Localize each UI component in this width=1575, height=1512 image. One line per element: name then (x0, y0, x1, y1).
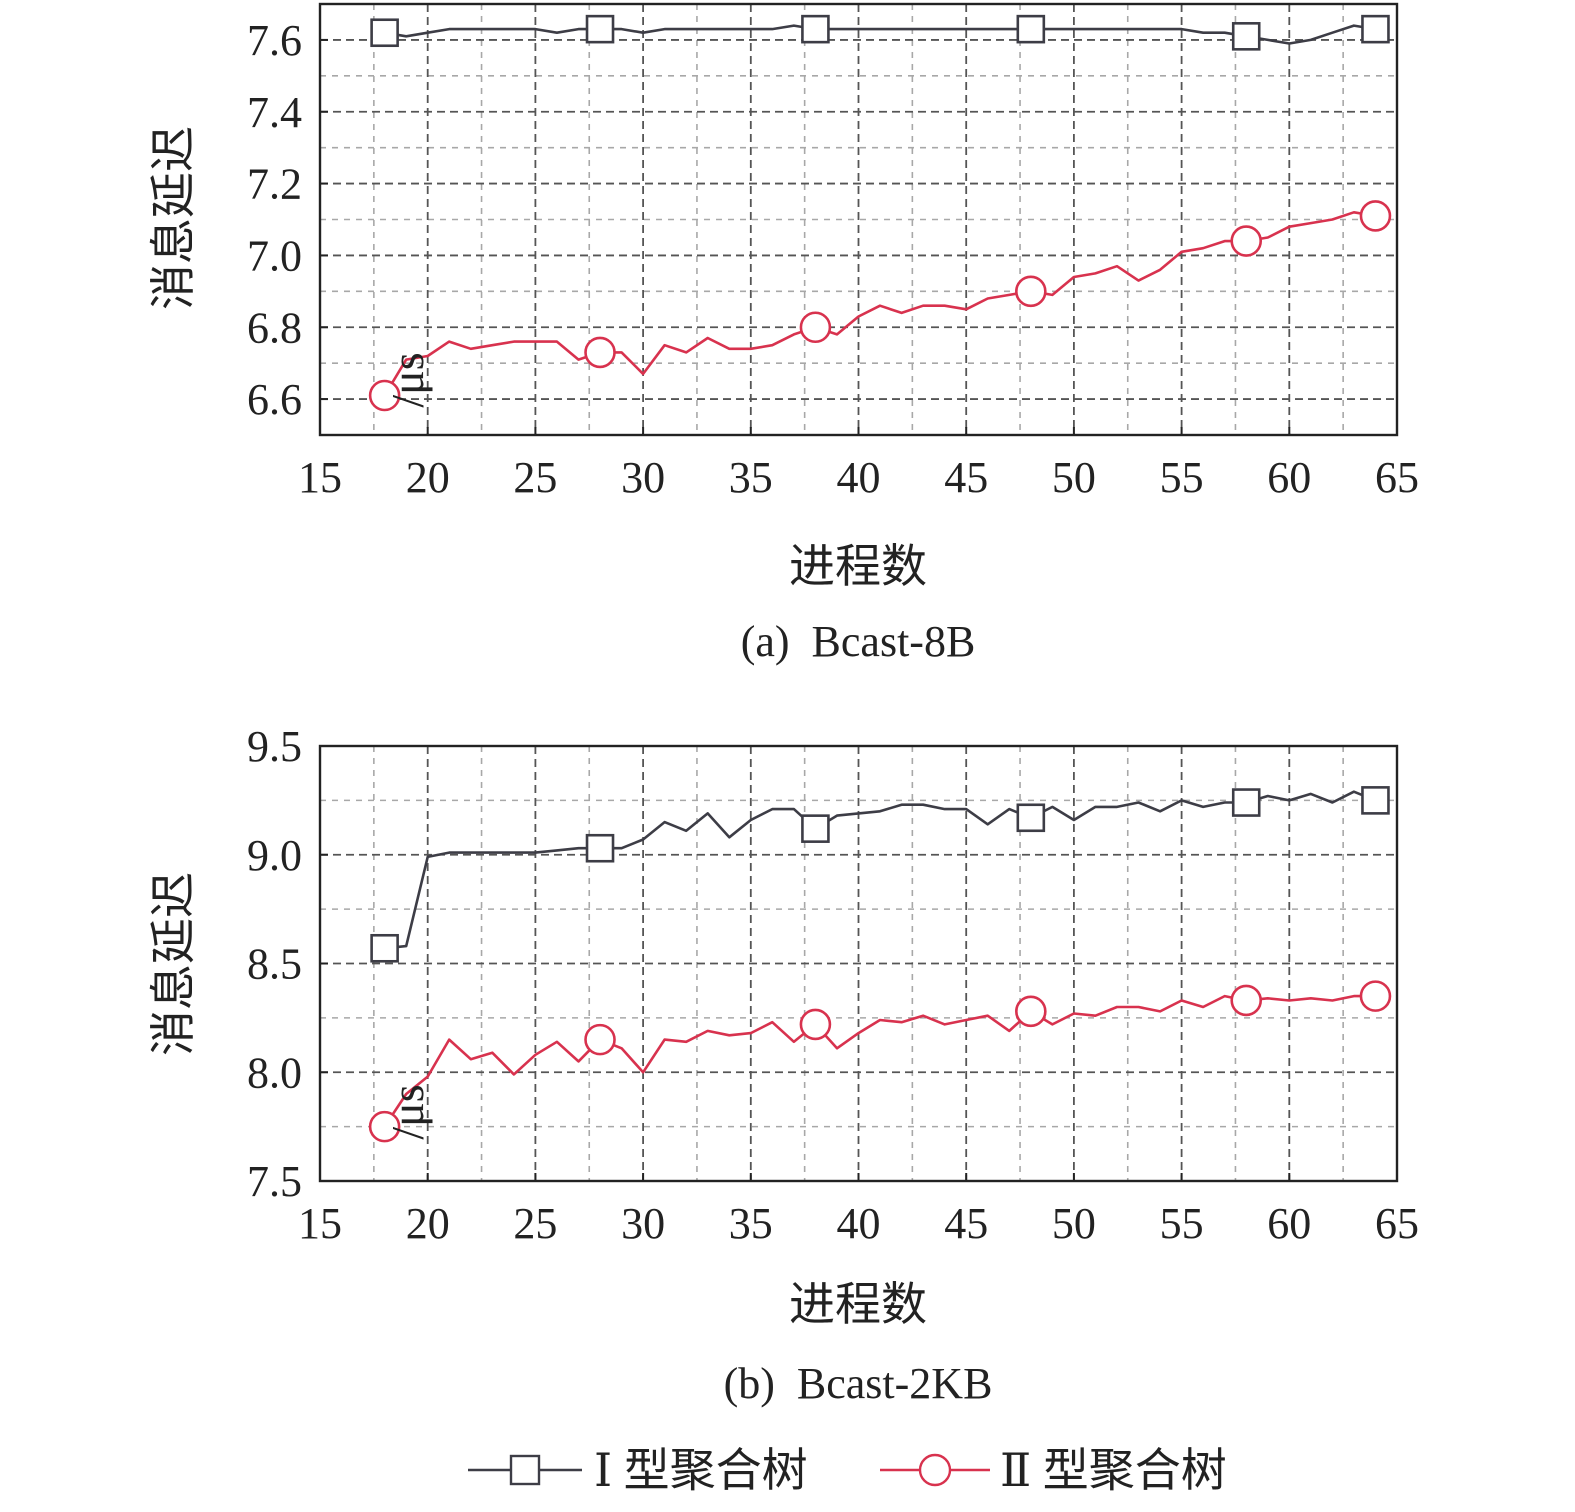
panel-b-chart: 15 20 25 30 35 40 45 50 55 60 65 7.5 8.0 8.5 9.0 9.5 消… (148, 722, 1419, 1408)
panel-b-series-1-square-marker (1361, 786, 1390, 815)
panel-b-markers (368, 786, 1392, 1143)
panel-b-series-2-circle-marker (1230, 984, 1263, 1017)
panel-b-x-tick-label: 20 (406, 1199, 450, 1248)
panel-a-x-ticks: 15 20 25 30 35 40 45 50 55 60 65 (298, 427, 1419, 502)
panel-a-series-1-square-marker (1016, 14, 1046, 44)
panel-a-grid (320, 4, 1397, 435)
panel-a-x-tick-label: 65 (1375, 453, 1419, 502)
panel-a-x-tick-label: 35 (729, 453, 773, 502)
panel-b-x-tick-label: 30 (621, 1199, 665, 1248)
panel-b-y-tick-label: 9.5 (247, 722, 302, 771)
panel-b-series-2-circle-marker (1359, 980, 1392, 1012)
panel-b-series (383, 790, 1376, 1128)
panel-a-series-2-circle-marker (1230, 225, 1263, 257)
panel-a-y-tick-label: 6.8 (247, 303, 302, 352)
panel-a-series-1-square-marker (1361, 14, 1390, 44)
panel-b-x-tick-label: 25 (513, 1199, 557, 1248)
legend-square-marker-icon (509, 1454, 541, 1486)
panel-b-y-ticks: 7.5 8.0 8.5 9.0 9.5 (247, 722, 328, 1206)
panel-b-x-tick-label: 60 (1267, 1199, 1311, 1248)
legend-circle-marker-icon (918, 1453, 952, 1487)
panel-b-y-tick-label: 8.0 (247, 1048, 302, 1097)
panel-b-x-tick-label: 65 (1375, 1199, 1419, 1248)
panel-b-series-2-circle-marker (368, 1110, 401, 1143)
panel-a-y-ticks: 6.6 6.8 7.0 7.2 7.4 7.6 (247, 16, 328, 424)
panel-b-series-2-circle-marker (1015, 995, 1047, 1028)
panel-b-y-tick-label: 9.0 (247, 831, 302, 880)
panel-a-x-tick-label: 30 (621, 453, 665, 502)
panel-a-y-tick-label: 7.0 (247, 231, 302, 280)
panel-b-y-axis-unit: /μs (382, 1084, 433, 1139)
panel-a-y-axis-unit: /μs (382, 352, 433, 407)
panel-b-y-tick-label: 7.5 (247, 1157, 302, 1206)
panel-a-series (383, 24, 1376, 397)
panel-b-series-2-circle-marker (799, 1008, 832, 1041)
panel-a-y-tick-label: 7.6 (247, 16, 302, 65)
panel-b-x-tick-label: 15 (298, 1199, 342, 1248)
panel-a-y-tick-label: 6.6 (247, 375, 302, 424)
panel-b-series-1-square-marker (585, 833, 615, 863)
panel-a-series-1-square-marker (370, 18, 399, 48)
legend-series-2-label: Ⅱ 型聚合树 (1000, 1445, 1227, 1496)
panel-a-x-tick-label: 40 (837, 453, 881, 502)
panel-b-series-2-circle-marker (584, 1023, 616, 1056)
panel-a-markers (368, 14, 1392, 412)
panel-a-chart: 15 20 25 30 35 40 45 50 55 60 65 6.6 6.8 7.0 7.2 7.4 7.… (148, 2, 1419, 666)
panel-b-series-1-square-marker (1016, 803, 1046, 833)
panel-a-x-tick-label: 50 (1052, 453, 1096, 502)
panel-b-x-tick-label: 45 (944, 1199, 988, 1248)
panel-a-series-2-circle-marker (584, 336, 616, 369)
panel-b-y-axis-label: 消息延迟 (148, 872, 199, 1056)
panel-a-x-tick-label: 25 (513, 453, 557, 502)
legend: Ⅰ 型聚合树 Ⅱ 型聚合树 (468, 1445, 1227, 1496)
panel-a-series-1-square-marker (1231, 22, 1261, 51)
panel-a-series-1-square-marker (585, 14, 615, 44)
panel-a-series-1-line (384, 24, 1376, 45)
panel-b-x-axis-label: 进程数 (789, 1279, 927, 1330)
panel-a-series-2-circle-marker (799, 311, 832, 344)
panel-a-y-tick-label: 7.2 (247, 160, 302, 209)
panel-b-y-tick-label: 8.5 (247, 940, 302, 989)
panel-a-series-2-line (383, 211, 1376, 397)
panel-b-caption: (b) Bcast-2KB (724, 1359, 993, 1408)
legend-series-1-label: Ⅰ 型聚合树 (594, 1445, 808, 1496)
panel-b-x-tick-label: 50 (1052, 1199, 1096, 1248)
panel-a-series-2-circle-marker (1359, 200, 1392, 232)
panel-b-x-tick-label: 35 (729, 1199, 773, 1248)
panel-b-series-1-line (384, 790, 1376, 950)
panel-a-x-tick-label: 60 (1267, 453, 1311, 502)
panel-b-series-2-line (383, 994, 1376, 1128)
panel-a-y-axis-label: 消息延迟 (148, 126, 199, 310)
panel-a-caption: (a) Bcast-8B (741, 617, 976, 666)
legend-item-series-2: Ⅱ 型聚合树 (880, 1445, 1227, 1496)
panel-b-series-1-square-marker (801, 814, 830, 843)
panel-b-x-tick-label: 40 (837, 1199, 881, 1248)
panel-a-y-tick-label: 7.4 (247, 88, 302, 137)
panel-a-series-2-circle-marker (368, 379, 401, 412)
panel-a-x-axis-label: 进程数 (789, 541, 927, 592)
panel-a-series-1-square-marker (801, 14, 830, 44)
panel-b-x-ticks: 15 20 25 30 35 40 45 50 55 60 65 (298, 1173, 1419, 1248)
panel-a-x-tick-label: 55 (1160, 453, 1204, 502)
legend-item-series-1: Ⅰ 型聚合树 (468, 1445, 808, 1496)
panel-a-x-tick-label: 15 (298, 453, 342, 502)
panel-b-series-1-square-marker (1231, 788, 1261, 817)
panel-a-series-2-circle-marker (1015, 275, 1047, 308)
panel-a-x-tick-label: 45 (944, 453, 988, 502)
panel-b-x-tick-label: 55 (1160, 1199, 1204, 1248)
panel-a-x-tick-label: 20 (406, 453, 450, 502)
panel-b-series-1-square-marker (370, 933, 399, 963)
